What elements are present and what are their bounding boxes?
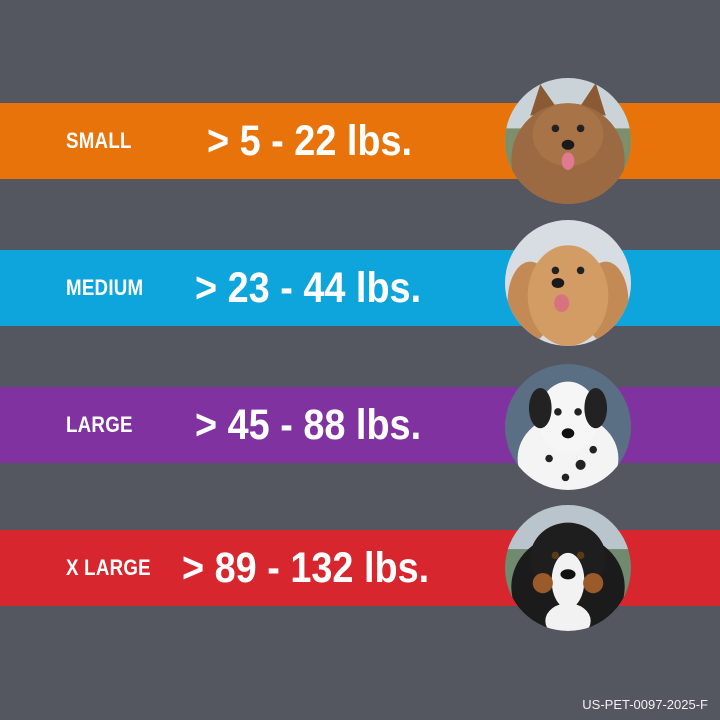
weight-range: > 89 - 132 lbs. — [182, 544, 430, 592]
size-label: SMALL — [66, 128, 132, 153]
weight-range: > 45 - 88 lbs. — [195, 401, 422, 449]
size-label: MEDIUM — [66, 275, 144, 300]
footer-code: US-PET-0097-2025-F — [582, 697, 708, 712]
dalmatian-dog-photo — [505, 364, 631, 490]
size-label: X LARGE — [66, 555, 151, 580]
cocker-spaniel-dog-photo — [505, 220, 631, 346]
weight-range: > 23 - 44 lbs. — [195, 264, 422, 312]
bernese-mountain-dog-photo — [505, 505, 631, 631]
weight-range: > 5 - 22 lbs. — [207, 117, 413, 165]
terrier-dog-photo — [505, 78, 631, 204]
size-label: LARGE — [66, 412, 133, 437]
